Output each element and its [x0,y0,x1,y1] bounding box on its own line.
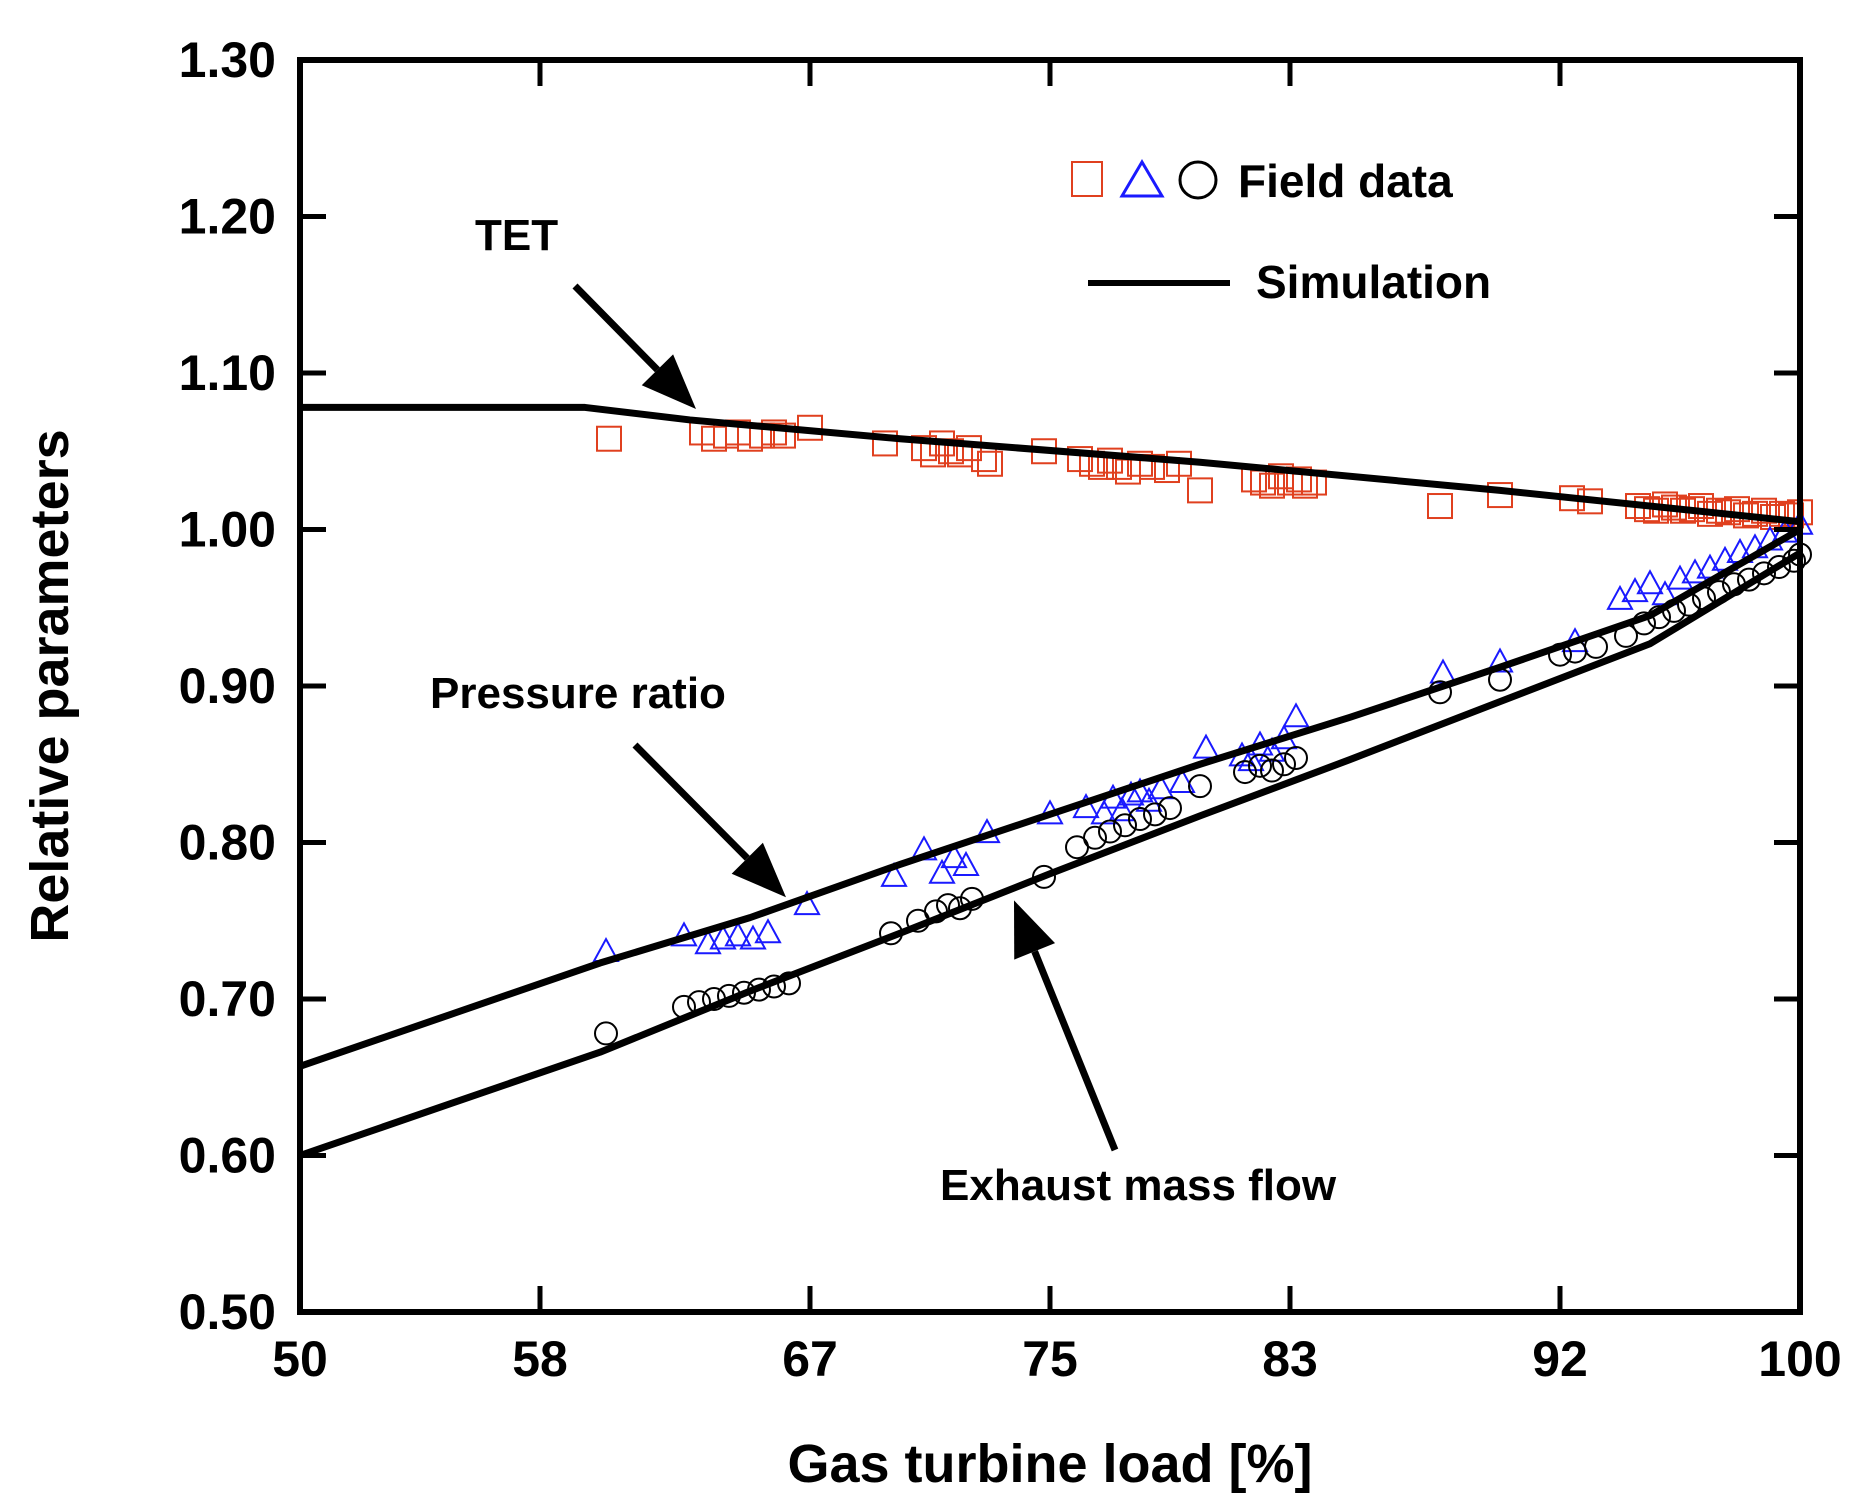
x-tick-label: 100 [1758,1331,1841,1387]
annotation-label: Pressure ratio [430,669,726,718]
x-tick-label: 67 [782,1331,838,1387]
square-point [1286,466,1312,493]
legend: Field data Simulation [1071,155,1491,308]
y-tick-label: 0.70 [179,971,276,1027]
square-point [1139,453,1165,480]
circle-point [1233,760,1257,785]
triangle-point [1486,647,1514,673]
circle-point [1284,745,1308,770]
triangle-point [952,850,980,876]
y-tick-label: 1.10 [179,345,276,401]
triangle-point [880,861,908,887]
triangle-point [709,924,737,950]
circle-point [1128,807,1152,832]
circle-point [1098,819,1122,844]
circle-point [1260,758,1284,783]
square-point [977,450,1003,477]
field-series-circle [594,542,1812,1046]
legend-triangle-marker [1119,159,1165,198]
square-point [761,419,787,446]
annotation-arrow-shaft [1031,950,1119,1152]
square-point [770,422,796,449]
field-series-triangle [592,509,1814,963]
circle-point [1752,561,1776,586]
x-axis-title: Gas turbine load [%] [787,1434,1312,1494]
triangle-point [1429,658,1457,684]
annotation-arrow-shaft [632,742,750,861]
annotations: TET Pressure ratio Exhaust mass flow [430,211,1337,1210]
square-point [1097,447,1123,474]
simulation-line-2 [298,549,1802,1159]
legend-field-markers [1071,159,1218,200]
y-tick-label: 0.80 [179,815,276,871]
circle-point [1143,802,1167,827]
triangle-point [1636,569,1664,595]
y-axis-title: Relative parameters [20,429,80,942]
triangle-point [1621,577,1649,603]
y-tick-label: 0.90 [179,658,276,714]
circle-point [1188,774,1212,799]
triangle-point [1108,796,1136,822]
triangle-point [1237,746,1265,772]
triangle-point [724,921,752,947]
field-series-square [596,414,1813,530]
axis-ticks: 0.50 0.60 0.70 0.80 0.90 1.00 1.10 1.20 1.30 50 58… [179,32,1842,1387]
square-point [872,430,898,457]
simulation-line-1 [298,526,1802,1070]
square-point [1751,497,1777,524]
y-tick-label: 1.20 [179,189,276,245]
y-tick-label: 0.60 [179,1128,276,1184]
annotation-arrow-shaft [572,283,660,373]
square-point [596,425,622,452]
y-tick-label: 1.00 [179,502,276,558]
annotation-label: Exhaust mass flow [940,1161,1337,1210]
triangle-point [1117,780,1145,806]
square-point [1427,493,1453,520]
circle-point [1113,813,1137,838]
triangle-point [754,918,782,944]
circle-point [1272,752,1296,777]
legend-field-label: Field data [1238,155,1453,207]
x-tick-label: 50 [272,1331,328,1387]
triangle-point [1126,777,1154,803]
x-tick-label: 75 [1022,1331,1078,1387]
triangle-point [1666,564,1694,590]
x-tick-label: 92 [1532,1331,1588,1387]
annotation-label: TET [475,211,558,260]
circle-point [1158,796,1182,821]
triangle-point [940,843,968,869]
legend-circle-marker [1178,160,1218,200]
square-point [971,446,997,473]
plot-data-layer [298,403,1814,1159]
triangle-point [1606,584,1634,610]
square-point [1724,496,1750,523]
square-point [1187,477,1213,504]
simulation-line-0 [300,403,1801,526]
triangle-point [928,858,956,884]
circle-point [1248,753,1272,778]
square-point [911,435,937,462]
square-point [1259,472,1285,499]
annotation-arrowhead [1014,900,1056,960]
square-point [1688,493,1714,520]
circle-point [1083,825,1107,850]
triangle-point [1168,767,1196,794]
triangle-point [1147,774,1175,800]
annotation-arrowhead [731,842,786,898]
triangle-point [1282,702,1310,728]
legend-simulation-label: Simulation [1256,256,1491,308]
circle-point [594,1021,618,1046]
x-tick-label: 58 [512,1331,568,1387]
triangle-point [1192,733,1220,759]
triangle-point [1135,786,1163,812]
triangle-point [1258,736,1286,762]
y-tick-label: 0.50 [179,1284,276,1340]
y-tick-label: 1.30 [179,32,276,88]
x-tick-label: 83 [1262,1331,1318,1387]
legend-square-marker [1071,161,1103,197]
annotation-arrowhead [641,354,696,409]
circle-point [1767,555,1791,580]
